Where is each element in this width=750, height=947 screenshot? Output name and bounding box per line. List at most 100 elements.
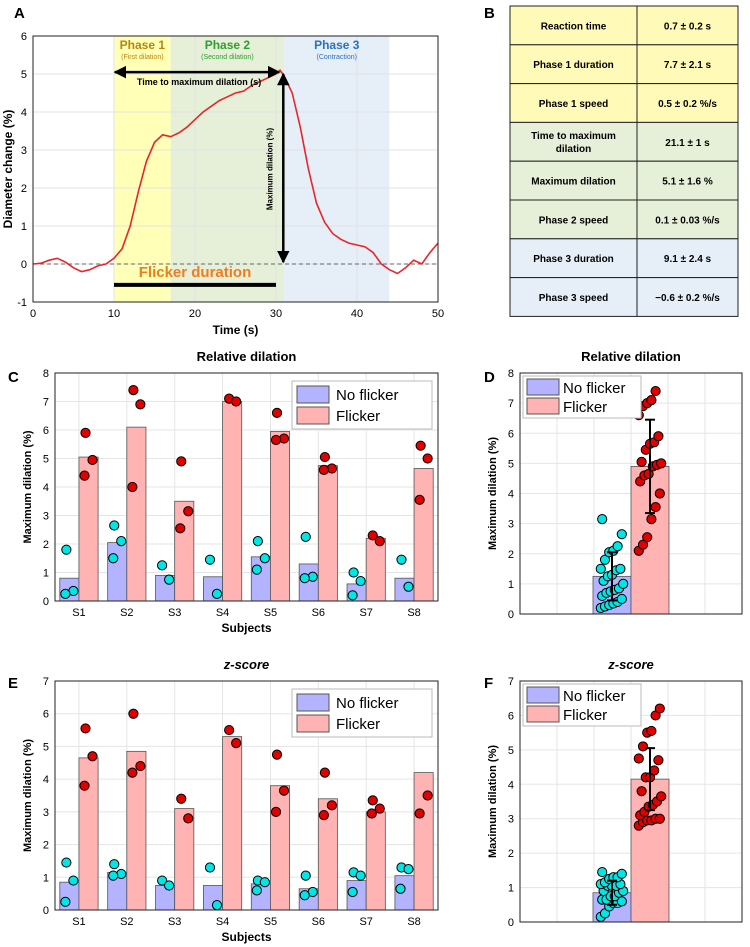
phase-3-label: Phase 3: [314, 38, 360, 52]
flicker-duration-label: Flicker duration: [139, 264, 252, 281]
flicker-point: [646, 725, 657, 737]
y-tick-label: 1: [43, 872, 49, 884]
flicker-point: [653, 755, 664, 766]
no-flicker-point: [347, 886, 358, 898]
flicker-point: [318, 810, 329, 821]
flicker-bar: [126, 426, 147, 602]
y-tick-label: 0: [21, 259, 27, 271]
flicker-point: [79, 780, 90, 791]
y-axis-title: Diameter change (%): [1, 110, 15, 229]
axes-box: [54, 680, 439, 911]
no-flicker-point: [61, 857, 72, 868]
flicker-point: [374, 803, 385, 814]
chart-title: Relative dilation: [581, 349, 681, 364]
flicker-point: [183, 506, 194, 517]
y-tick-label: 5: [508, 458, 514, 470]
y-tick-label: 6: [508, 710, 514, 722]
flicker-point: [636, 786, 647, 797]
no-flicker-point: [60, 896, 71, 907]
no-flicker-point: [615, 563, 626, 574]
no-flicker-point: [299, 890, 310, 901]
legend-swatch-flicker: [526, 705, 560, 723]
y-tick-label: 4: [43, 482, 49, 494]
y-tick-label: 0: [43, 905, 49, 917]
no-flicker-point: [108, 553, 119, 564]
y-tick-label: 0: [43, 596, 49, 608]
flicker-point: [654, 703, 665, 714]
no-flicker-point: [116, 536, 127, 547]
x-tick-label: S1: [72, 607, 85, 619]
y-tick-label: 2: [508, 549, 514, 561]
x-tick-label: S6: [312, 607, 325, 619]
flicker-point: [224, 724, 235, 736]
no-flicker-point: [403, 581, 414, 592]
y-tick-label: 1: [508, 579, 514, 591]
table-row: [509, 83, 739, 123]
x-tick-label: 50: [432, 308, 444, 320]
x-tick-label: 10: [108, 308, 120, 320]
panel-letter: C: [8, 369, 19, 386]
x-tick-label: S4: [216, 607, 229, 619]
table-row: [509, 5, 739, 46]
table-row: [509, 277, 739, 317]
phase-3-band: [284, 36, 390, 302]
no-flicker-point: [616, 529, 627, 540]
flicker-point: [646, 514, 657, 525]
flicker-point: [415, 440, 426, 451]
flicker-bar: [365, 811, 386, 911]
legend-label-flicker: Flicker: [336, 408, 380, 425]
no-flicker-point: [396, 554, 407, 565]
flicker-point: [642, 532, 653, 543]
y-tick-label: 1: [43, 568, 49, 580]
legend-swatch-no-flicker: [296, 385, 330, 404]
y-tick-label: 1: [508, 883, 514, 895]
table-row-label: Phase 3 speed: [539, 293, 608, 304]
phase-3-sublabel: (Contraction): [317, 54, 357, 61]
flicker-point: [656, 791, 667, 802]
y-tick-label: 6: [43, 425, 49, 437]
no-flicker-point: [300, 531, 311, 542]
flicker-point: [366, 808, 377, 819]
flicker-point: [422, 453, 433, 464]
x-tick-label: 30: [270, 308, 282, 320]
flicker-point: [414, 808, 425, 819]
y-tick-label: 0: [508, 609, 514, 621]
flicker-point: [319, 451, 330, 463]
flicker-bar: [317, 465, 338, 602]
flicker-point: [656, 458, 667, 469]
flicker-bar: [270, 785, 290, 911]
no-flicker-point: [204, 554, 216, 565]
phase-1-band: [114, 36, 171, 302]
panel-a-axes: [32, 35, 439, 303]
flicker-point: [650, 385, 661, 397]
no-flicker-point: [618, 578, 629, 589]
flicker-point: [367, 795, 378, 806]
y-tick-label: 2: [508, 848, 514, 860]
flicker-point: [80, 723, 91, 734]
flicker-point: [654, 488, 665, 499]
no-flicker-point: [164, 880, 175, 891]
y-tick-label: 8: [508, 368, 514, 380]
legend-label-no-flicker: No flicker: [563, 688, 626, 705]
table-row-label: Phase 2 speed: [539, 215, 608, 226]
flicker-point: [231, 396, 242, 407]
flicker-bar: [222, 736, 243, 911]
x-tick-label: S3: [168, 916, 181, 928]
no-flicker-point: [355, 575, 366, 587]
flicker-point: [135, 760, 146, 772]
table-row-label: dilation: [556, 144, 592, 155]
panel-letter: E: [8, 675, 18, 692]
table-row: [509, 121, 739, 162]
flicker-point: [80, 427, 91, 438]
no-flicker-bar: [250, 556, 271, 602]
flicker-point: [87, 751, 98, 762]
no-flicker-point: [252, 536, 263, 547]
legend-label-no-flicker: No flicker: [336, 387, 399, 404]
no-flicker-point: [164, 574, 175, 585]
table-row-value: 0.5 ± 0.2 %/s: [658, 99, 717, 110]
y-tick-label: 4: [508, 489, 514, 501]
no-flicker-point: [599, 554, 611, 565]
no-flicker-bar: [107, 542, 128, 602]
panel-a-line-chart: A Phase 1 (First dilation) Phase 2 (Second d…: [1, 5, 444, 337]
flicker-bar: [222, 401, 243, 602]
